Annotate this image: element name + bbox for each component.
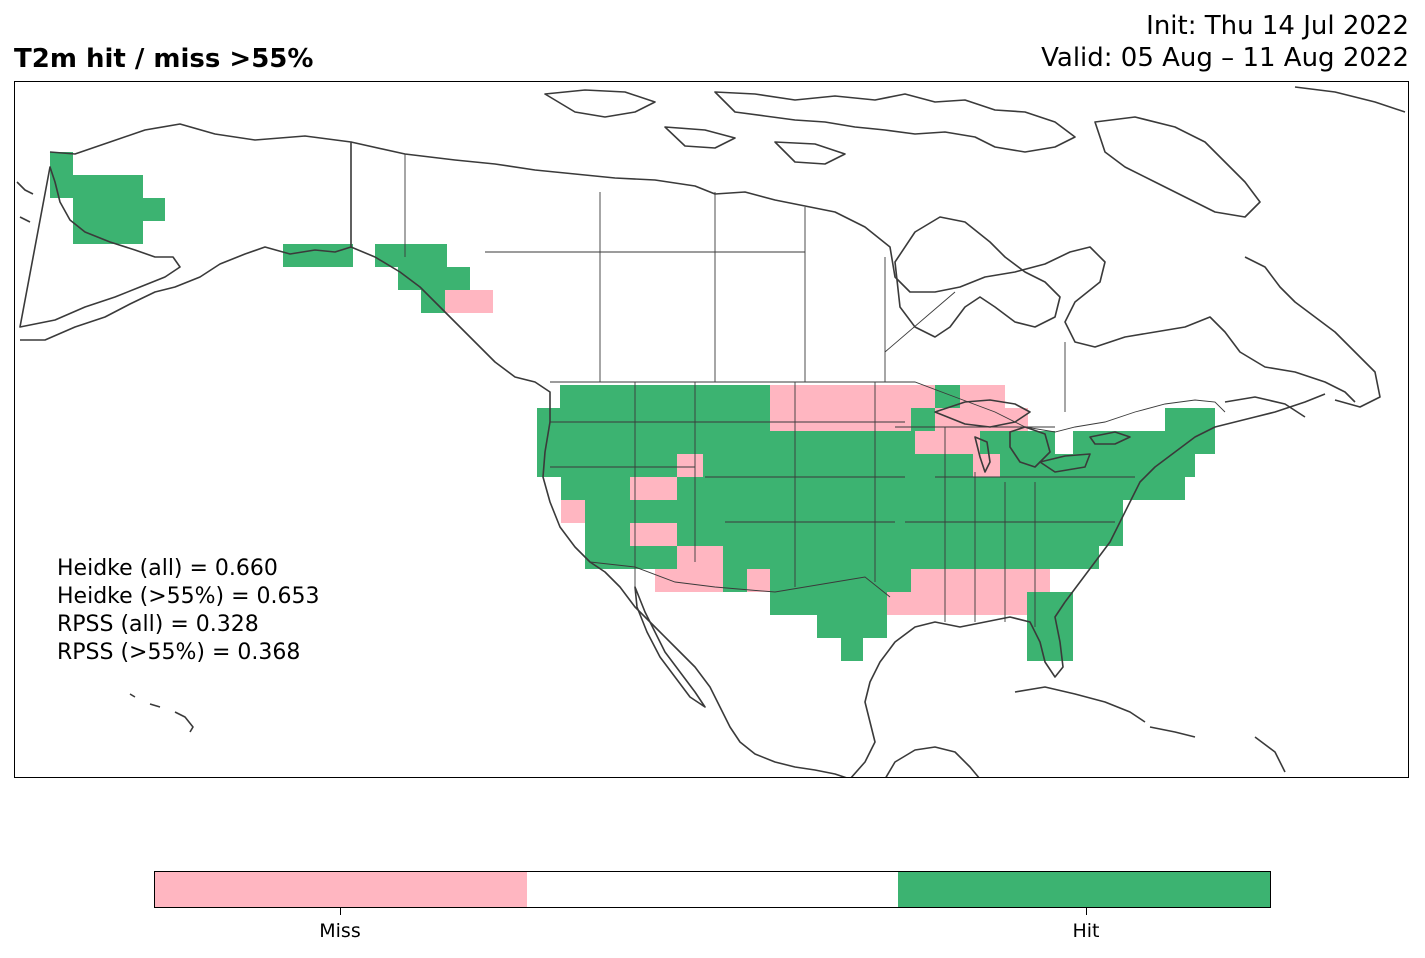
miss-cell <box>677 454 703 477</box>
hit-cell <box>677 523 1123 546</box>
rpss-55: RPSS (>55%) = 0.368 <box>57 640 301 665</box>
hit-cell <box>723 546 1099 569</box>
date-header: Init: Thu 14 Jul 2022 Valid: 05 Aug – 11… <box>1041 10 1409 74</box>
hit-cell <box>703 454 973 477</box>
hit-cell <box>421 290 445 313</box>
hit-cell <box>73 221 143 244</box>
hit-cell <box>1165 408 1215 431</box>
legend-tick-miss <box>340 908 341 915</box>
hit-cell <box>73 198 165 221</box>
miss-cell <box>470 290 493 313</box>
hit-cell <box>935 385 960 408</box>
miss-cell <box>915 431 980 454</box>
legend-tick-hit <box>1086 908 1087 915</box>
miss-cell <box>887 592 1027 615</box>
coastlines <box>16 86 1406 777</box>
hit-cell <box>537 408 770 431</box>
miss-cell <box>935 408 1028 431</box>
map-title: T2m hit / miss >55% <box>14 44 314 74</box>
miss-cell <box>655 569 723 592</box>
legend-neutral-swatch <box>526 872 899 907</box>
miss-cell <box>677 546 723 569</box>
miss-cell <box>747 569 770 592</box>
hit-cell <box>1027 592 1073 615</box>
hit-cell <box>561 477 630 500</box>
miss-cell <box>960 385 1005 408</box>
hit-cell <box>1027 615 1073 638</box>
miss-cell <box>445 290 470 313</box>
skill-scores: Heidke (all) = 0.660 Heidke (>55%) = 0.6… <box>57 555 320 667</box>
miss-cell <box>770 385 935 408</box>
legend-label-miss: Miss <box>319 920 361 942</box>
hit-cell <box>817 615 887 638</box>
miss-cell <box>973 454 1000 477</box>
hit-cell <box>537 454 677 477</box>
legend-colorbar <box>154 871 1271 908</box>
map-svg <box>16 86 1406 777</box>
hit-cell <box>770 569 911 592</box>
hit-cell <box>585 500 1123 523</box>
legend-label-hit: Hit <box>1072 920 1100 942</box>
hit-cell <box>585 523 630 546</box>
miss-cell <box>561 500 585 523</box>
hit-cell <box>980 431 1055 454</box>
hit-cell <box>585 546 677 569</box>
legend-miss-swatch <box>155 872 527 907</box>
heidke-55: Heidke (>55%) = 0.653 <box>57 584 320 609</box>
hit-cell <box>50 152 73 175</box>
political-borders <box>350 142 1226 627</box>
hit-cell <box>677 477 1185 500</box>
hit-cell <box>770 592 887 615</box>
rpss-all: RPSS (all) = 0.328 <box>57 612 259 637</box>
hit-cell <box>560 385 770 408</box>
hit-cell <box>283 244 353 267</box>
init-date: Init: Thu 14 Jul 2022 <box>1146 11 1409 41</box>
valid-date: Valid: 05 Aug – 11 Aug 2022 <box>1041 43 1409 73</box>
miss-cell <box>630 477 677 500</box>
heidke-all: Heidke (all) = 0.660 <box>57 556 278 581</box>
hit-cell <box>911 408 935 431</box>
map-area <box>14 81 1409 778</box>
hit-cell <box>841 638 863 661</box>
hit-cell <box>50 175 143 198</box>
miss-cell <box>630 523 677 546</box>
hit-cell <box>375 244 447 267</box>
miss-cell <box>770 408 911 431</box>
hit-cell <box>723 569 747 592</box>
hit-cell <box>537 431 915 454</box>
miss-cell <box>911 569 1050 592</box>
legend-hit-swatch <box>898 872 1271 907</box>
hit-cell <box>1027 638 1073 661</box>
